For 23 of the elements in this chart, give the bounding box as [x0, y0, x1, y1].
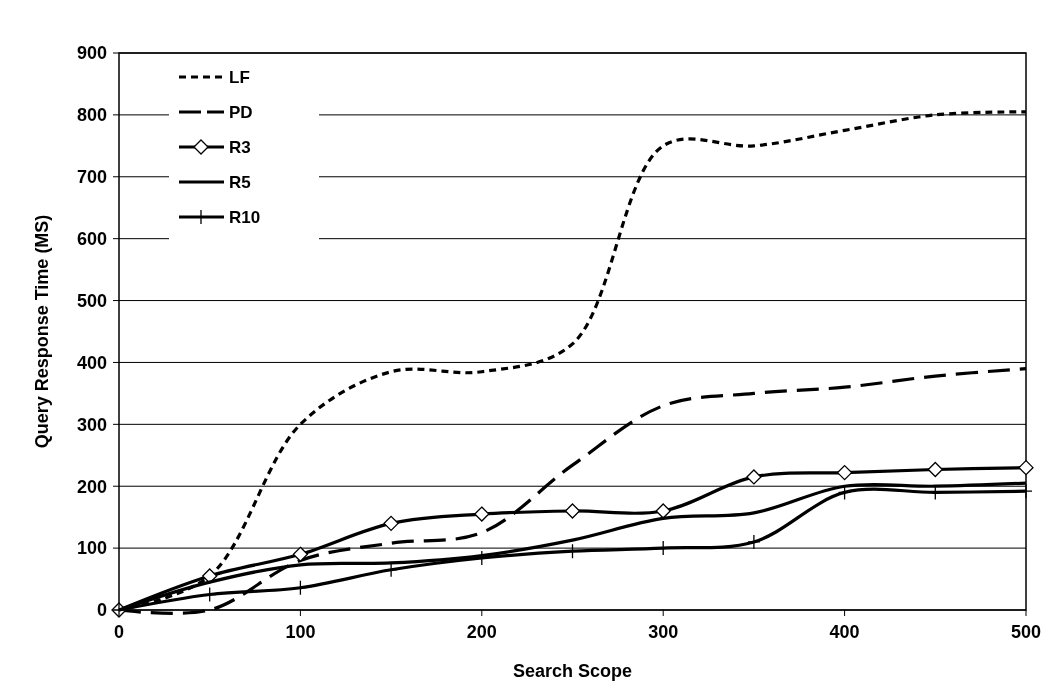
x-tick-label: 0: [113, 622, 125, 642]
y-tick-label: 400: [76, 352, 107, 373]
x-tick-label: 300: [648, 622, 679, 642]
y-tick-label: 0: [96, 600, 107, 621]
legend-label: PD: [229, 102, 253, 122]
x-tick-label: 400: [829, 622, 860, 642]
y-tick-label: 800: [76, 105, 107, 126]
y-tick-label: 300: [76, 414, 107, 435]
legend-label: R3: [229, 137, 251, 157]
y-axis-title: Query Response Time (MS): [32, 214, 52, 449]
legend-label: R5: [229, 172, 251, 192]
legend-label: R10: [229, 207, 261, 227]
legend-label: LF: [229, 67, 250, 87]
y-tick-label: 500: [76, 290, 107, 311]
y-tick-label: 100: [76, 538, 107, 559]
y-tick-label: 200: [76, 476, 107, 497]
x-tick-label: 200: [466, 622, 497, 642]
x-tick-label: 100: [285, 622, 316, 642]
x-tick-label: 500: [1010, 622, 1042, 642]
y-tick-label: 900: [76, 43, 107, 64]
y-tick-label: 600: [76, 228, 107, 249]
y-tick-label: 700: [76, 167, 107, 188]
x-axis-title: Search Scope: [512, 661, 633, 681]
